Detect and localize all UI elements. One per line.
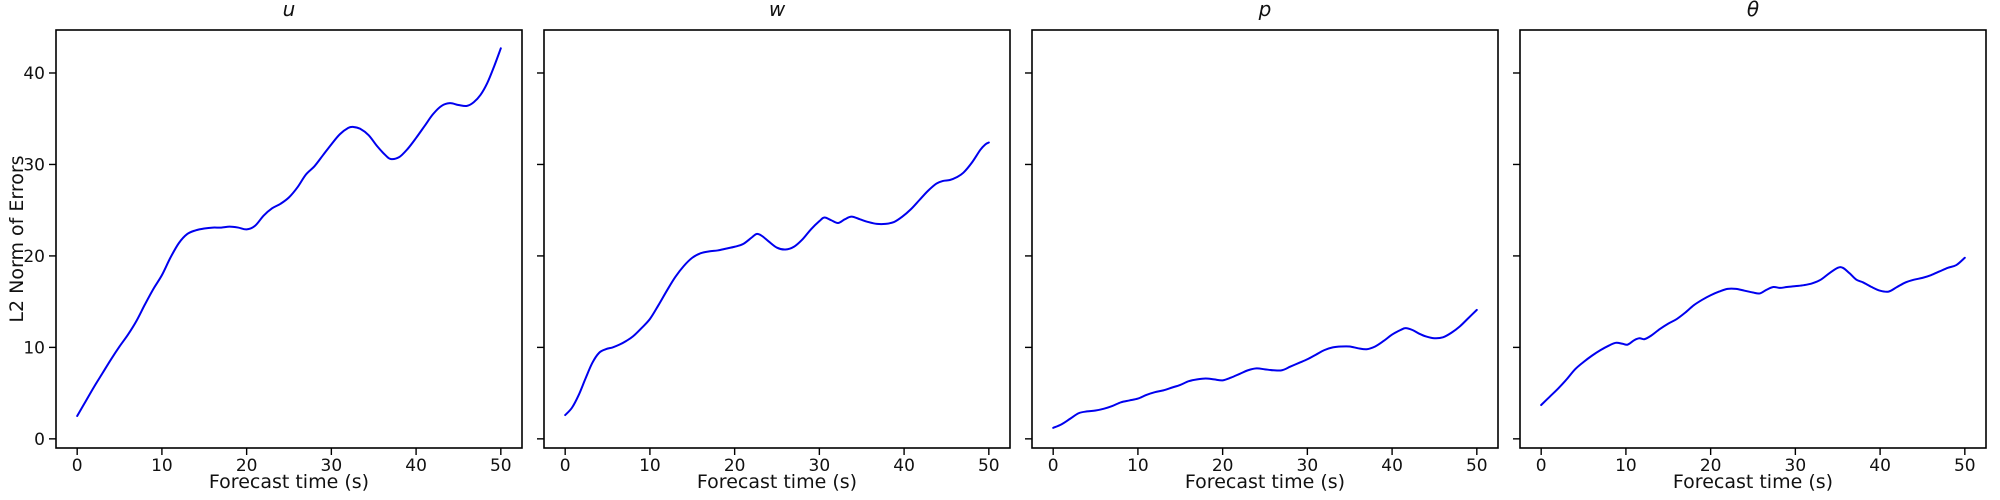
x-tick-label: 40 — [405, 456, 427, 476]
plot-area-theta: 0 10 20 30 40 50 — [1513, 29, 1987, 476]
x-tick-label: 20 — [724, 456, 746, 476]
x-tick-label: 50 — [978, 456, 1000, 476]
y-tick-label: 0 — [34, 430, 45, 450]
plot-area-p: 0 10 20 30 40 50 — [1025, 29, 1499, 476]
x-tick-label: 0 — [1536, 456, 1547, 476]
x-tick-label: 30 — [1785, 456, 1807, 476]
x-tick-label: 0 — [1048, 456, 1059, 476]
error-curve — [564, 141, 990, 417]
x-tick-label: 40 — [1381, 456, 1403, 476]
x-tick-label: 10 — [1615, 456, 1637, 476]
subplot-theta: 0 10 20 30 40 50 θ Forecast time (s) — [1484, 0, 2000, 500]
chart-title-p: p — [1258, 0, 1272, 21]
subplot-p: 0 10 20 30 40 50 p Forecast time (s) — [996, 0, 1534, 500]
x-tick-label: 50 — [1466, 456, 1488, 476]
subplot-u: 0 10 20 30 40 50 0 10 20 30 40 u Forecast time (s) — [20, 0, 558, 500]
x-tick-label: 40 — [1869, 456, 1891, 476]
error-curve — [1052, 308, 1478, 429]
x-tick-label: 50 — [1954, 456, 1976, 476]
error-curve — [76, 47, 502, 417]
y-tick-label: 10 — [23, 338, 45, 358]
x-tick-label: 10 — [151, 456, 173, 476]
chart-title-theta: θ — [1746, 0, 1760, 21]
plot-area-w: 0 10 20 30 40 50 — [537, 29, 1011, 476]
axes-border — [1031, 29, 1499, 449]
x-tick-label: 30 — [1297, 456, 1319, 476]
x-axis-label-theta: Forecast time (s) — [1672, 471, 1834, 493]
y-tick-label: 30 — [23, 155, 45, 175]
x-tick-label: 0 — [560, 456, 571, 476]
x-tick-label: 30 — [809, 456, 831, 476]
axes-border — [55, 29, 523, 449]
chart-title-u: u — [282, 0, 296, 21]
plot-area-u: 0 10 20 30 40 50 0 10 20 30 40 — [23, 29, 523, 476]
x-tick-label: 20 — [1212, 456, 1234, 476]
x-tick-label: 0 — [72, 456, 83, 476]
x-tick-label: 10 — [1127, 456, 1149, 476]
x-tick-label: 30 — [321, 456, 343, 476]
y-tick-label: 20 — [23, 247, 45, 267]
subplot-w: 0 10 20 30 40 50 w Forecast time (s) — [508, 0, 1046, 500]
x-axis-label-p: Forecast time (s) — [1184, 471, 1346, 493]
x-tick-label: 10 — [639, 456, 661, 476]
chart-title-w: w — [768, 0, 786, 21]
x-axis-label-w: Forecast time (s) — [696, 471, 858, 493]
axes-border — [1519, 29, 1987, 449]
y-tick-label: 40 — [23, 64, 45, 84]
error-curve — [1540, 256, 1966, 407]
x-tick-label: 40 — [893, 456, 915, 476]
axes-border — [543, 29, 1011, 449]
x-tick-label: 20 — [236, 456, 258, 476]
x-tick-label: 50 — [490, 456, 512, 476]
x-axis-label-u: Forecast time (s) — [208, 471, 370, 493]
x-tick-label: 20 — [1700, 456, 1722, 476]
